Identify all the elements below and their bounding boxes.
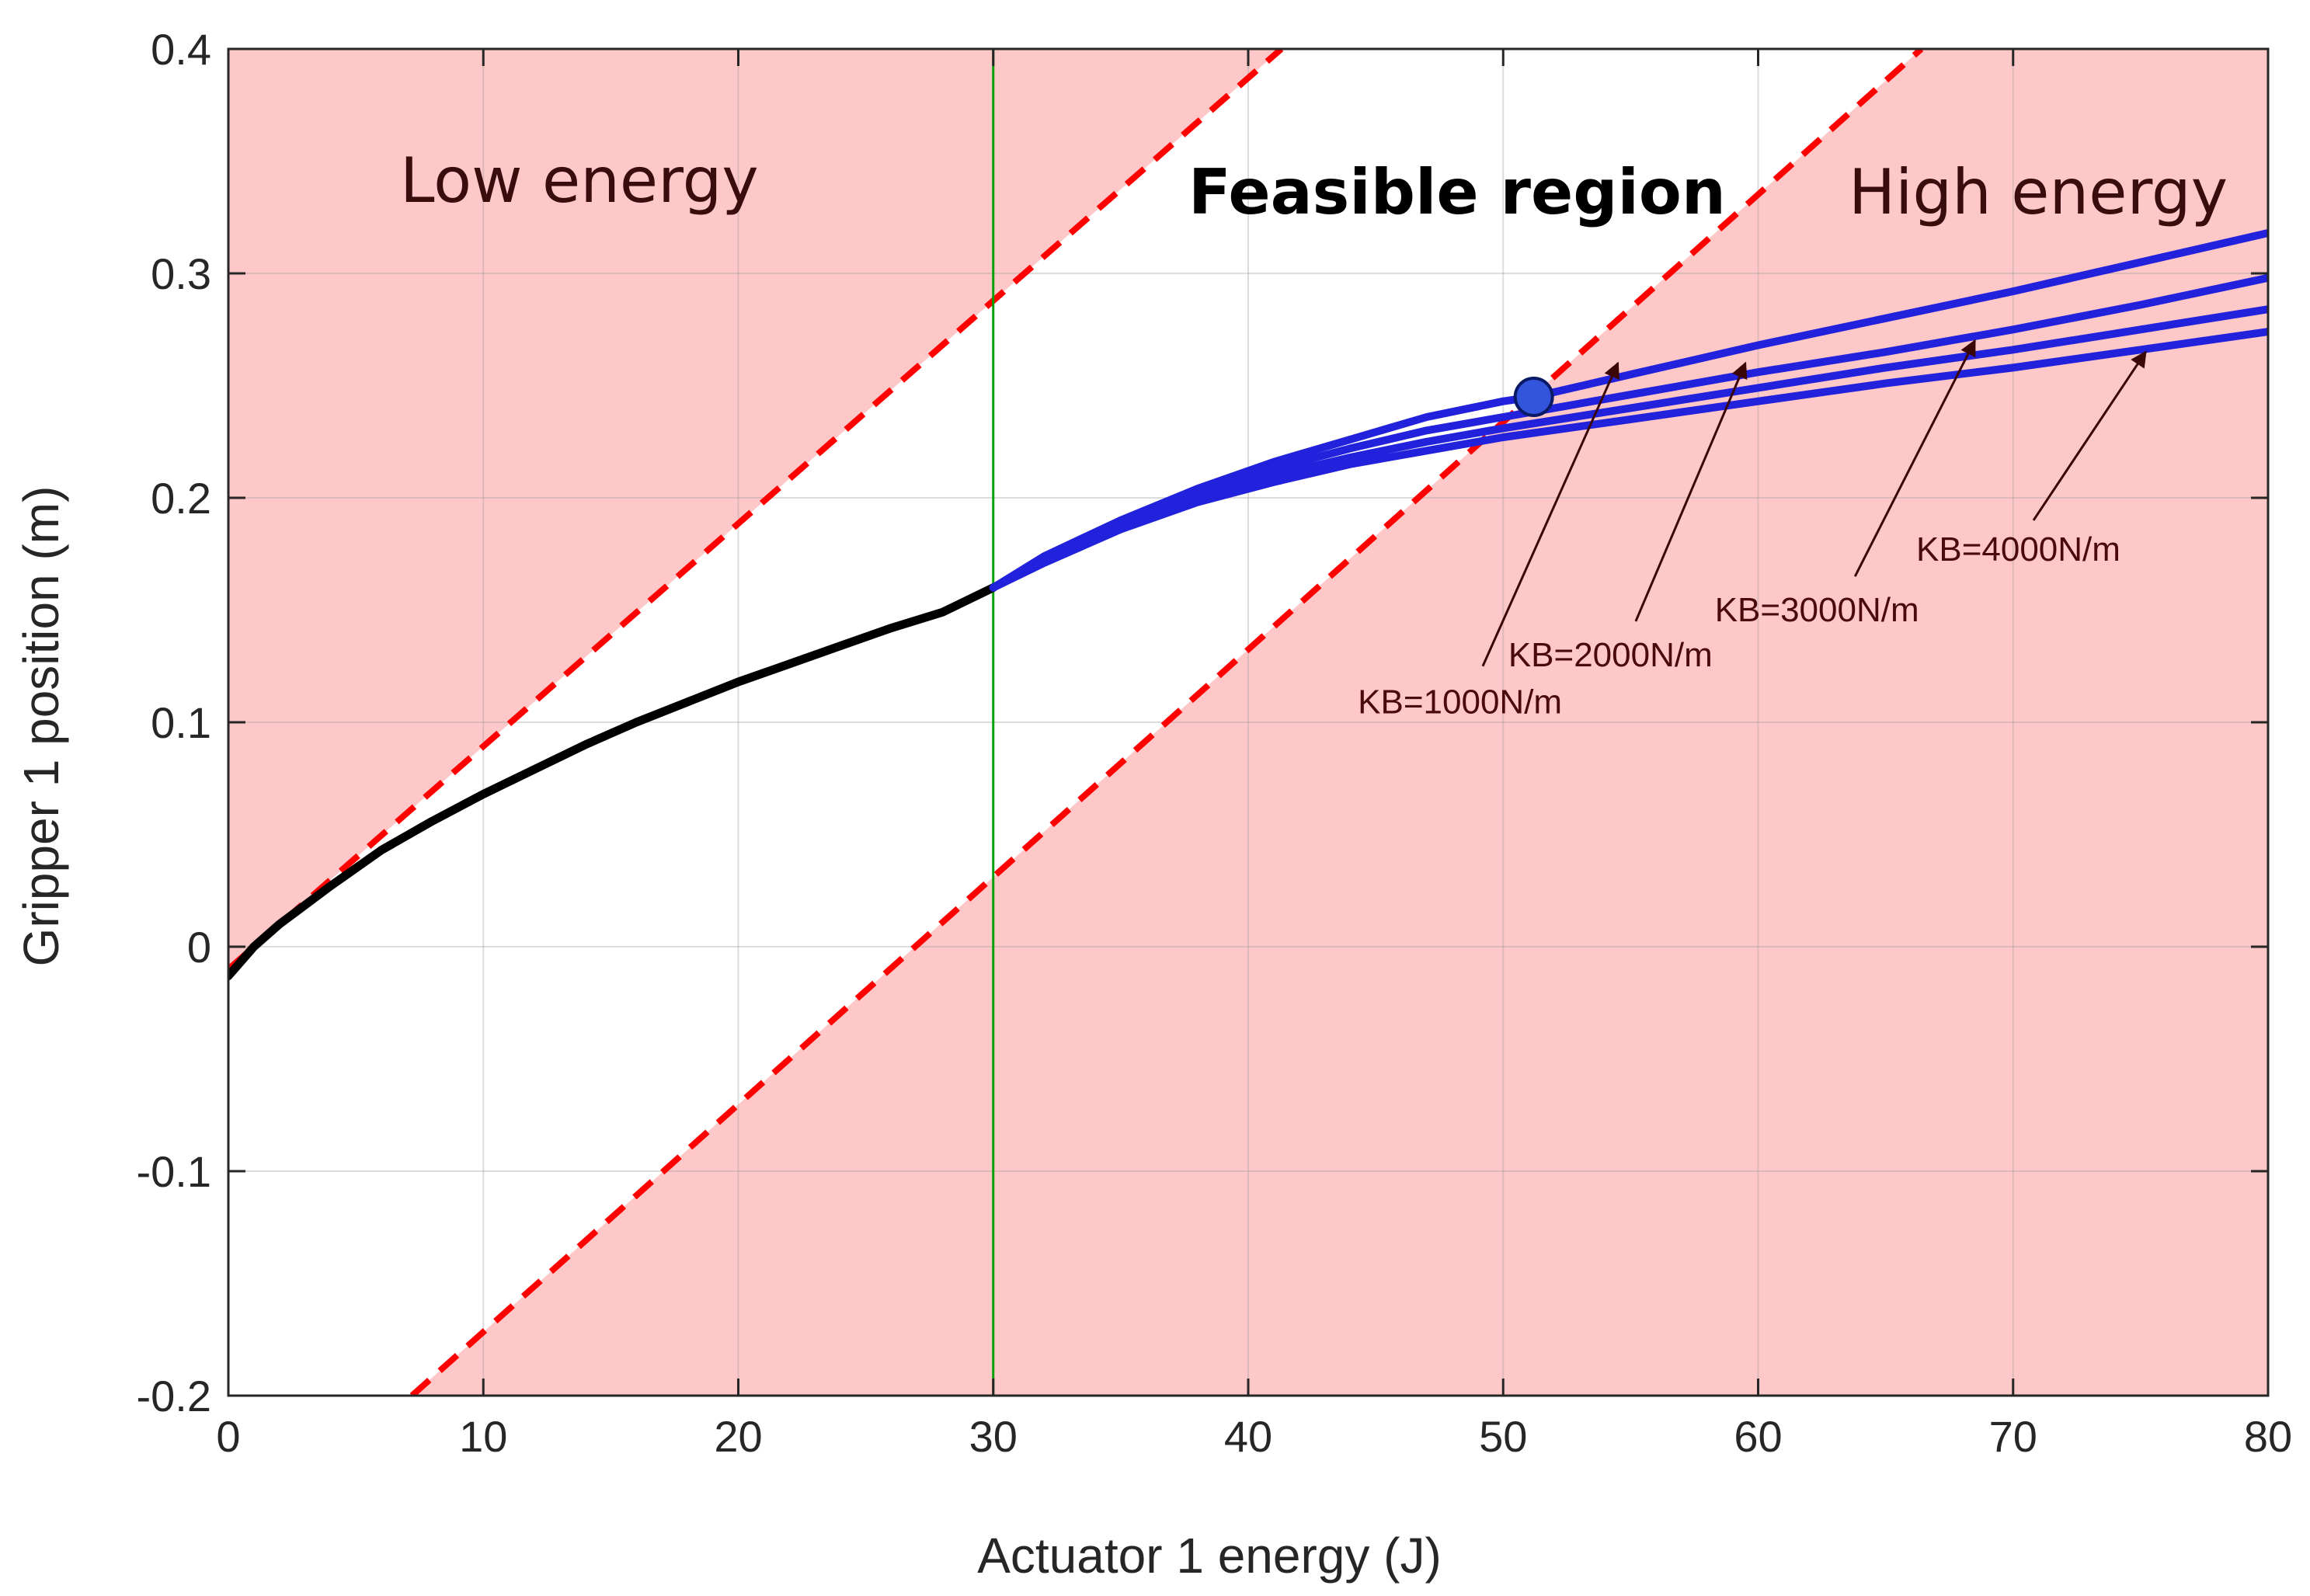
annotation-label-3: KB=3000N/m bbox=[1715, 591, 1919, 629]
x-axis-title: Actuator 1 energy (J) bbox=[977, 1528, 1442, 1584]
x-tick-label: 30 bbox=[969, 1412, 1018, 1461]
high-energy-label: High energy bbox=[1849, 156, 2228, 228]
transition-point-marker bbox=[1513, 376, 1554, 417]
annotation-arrow-1 bbox=[1481, 361, 1619, 667]
x-tick-label: 20 bbox=[714, 1412, 762, 1461]
x-tick-label: 70 bbox=[1989, 1412, 2037, 1461]
annotation-arrow-4 bbox=[2032, 350, 2147, 521]
x-tick-label: 50 bbox=[1479, 1412, 1527, 1461]
y-tick-label: 0.2 bbox=[151, 474, 211, 523]
x-tick-label: 60 bbox=[1734, 1412, 1782, 1461]
upper-boundary-line bbox=[228, 49, 1284, 972]
y-tick-label: 0.4 bbox=[151, 25, 211, 74]
series-line-common-trajectory bbox=[228, 583, 998, 981]
series-line-kb-4000n-m bbox=[989, 328, 2268, 592]
x-tick-label: 40 bbox=[1224, 1412, 1272, 1461]
x-tick-label: 10 bbox=[459, 1412, 507, 1461]
x-tick-label: 0 bbox=[216, 1412, 240, 1461]
low-energy-label: Low energy bbox=[400, 144, 759, 217]
y-tick-label: 0.3 bbox=[151, 249, 211, 298]
annotation-label-2: KB=2000N/m bbox=[1508, 636, 1713, 674]
feasible-region-label: Feasible region bbox=[1188, 156, 1726, 228]
x-tick-label: 80 bbox=[2244, 1412, 2292, 1461]
y-axis-title: Gripper 1 position (m) bbox=[13, 486, 69, 967]
y-tick-label: 0.1 bbox=[151, 698, 211, 747]
high-energy-region bbox=[412, 49, 2268, 1396]
series-line-kb-3000n-m bbox=[989, 305, 2268, 592]
annotation-arrow-2 bbox=[1634, 361, 1748, 622]
y-tick-label: -0.2 bbox=[137, 1372, 212, 1420]
annotation-label-1: KB=1000N/m bbox=[1358, 683, 1562, 721]
annotation-arrow-3 bbox=[1853, 339, 1976, 577]
y-tick-label: 0 bbox=[187, 923, 211, 972]
lower-boundary-line bbox=[409, 49, 1924, 1396]
y-tick-label: -0.1 bbox=[137, 1147, 212, 1196]
annotation-label-4: KB=4000N/m bbox=[1916, 530, 2120, 569]
